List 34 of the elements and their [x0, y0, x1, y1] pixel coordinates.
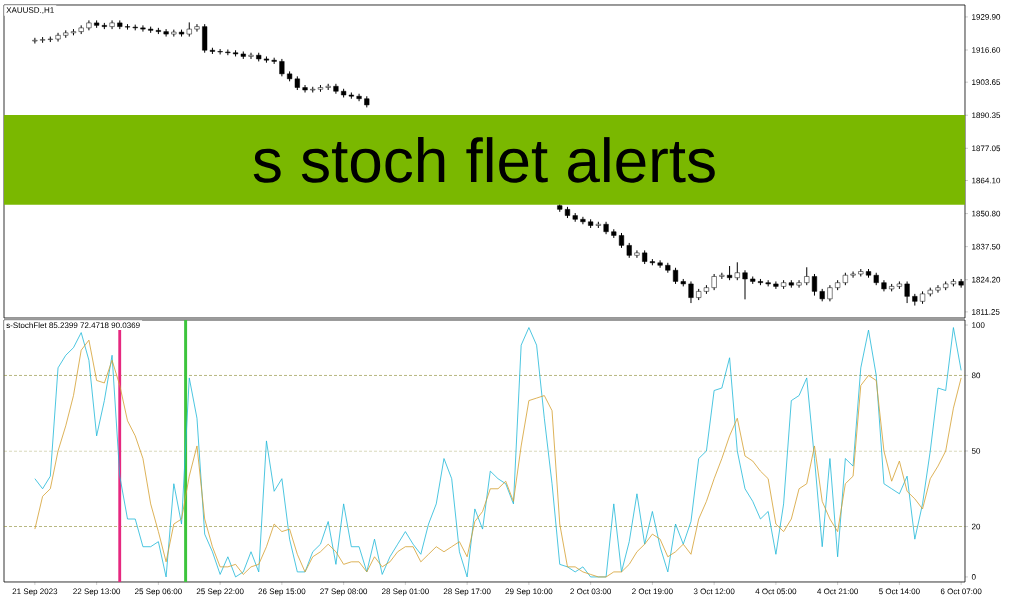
y-tick-label: 0 [971, 574, 976, 580]
x-tick-label: 6 Oct 07:00 [940, 588, 982, 595]
x-tick-label: 2 Oct 19:00 [632, 588, 673, 595]
y-tick-label: 20 [971, 523, 981, 530]
y-tick-label: 1837.50 [972, 243, 1001, 250]
y-tick-label: 100 [972, 322, 985, 328]
x-tick-label: 28 Sep 01:00 [382, 588, 429, 596]
y-tick-label: 1903.65 [972, 79, 1001, 86]
y-tick-label: 1929.90 [972, 14, 1001, 20]
x-tick-label: 25 Sep 22:00 [196, 588, 244, 596]
x-tick-label: 27 Sep 08:00 [320, 588, 368, 596]
x-tick-label: 22 Sep 13:00 [73, 588, 121, 596]
y-tick-label: 1824.20 [972, 276, 1001, 283]
y-tick-label: 1864.10 [972, 177, 1001, 184]
x-tick-label: 2 Oct 03:00 [570, 588, 611, 595]
x-tick-label: 28 Sep 17:00 [443, 588, 491, 596]
y-tick-label: 1877.05 [972, 145, 1001, 152]
x-tick-label: 26 Sep 15:00 [258, 588, 306, 596]
y-tick-label: 1916.60 [972, 47, 1001, 53]
y-tick-label: 1850.80 [972, 210, 1001, 217]
chart-title: s-StochFlet 85.2399 72.4718 90.0369 [6, 322, 140, 329]
x-tick-label: 25 Sep 06:00 [135, 588, 182, 596]
band-label: s stoch flet alerts [253, 137, 715, 183]
x-tick-label: 4 Oct 21:00 [817, 588, 858, 595]
x-tick-label: 4 Oct 05:00 [755, 588, 797, 595]
x-tick-label: 3 Oct 12:00 [693, 588, 735, 595]
y-tick-label: 1890.35 [972, 112, 1001, 119]
x-tick-label: 5 Oct 14:00 [879, 588, 920, 595]
chart-title: XAUUSD.,H1 [6, 7, 54, 14]
y-tick-label: 1811.25 [972, 309, 1000, 315]
y-tick-label: 50 [971, 448, 981, 454]
y-tick-label: 80 [971, 372, 981, 379]
x-tick-label: 29 Sep 10:00 [505, 588, 553, 596]
x-tick-label: 21 Sep 2023 [12, 588, 58, 596]
